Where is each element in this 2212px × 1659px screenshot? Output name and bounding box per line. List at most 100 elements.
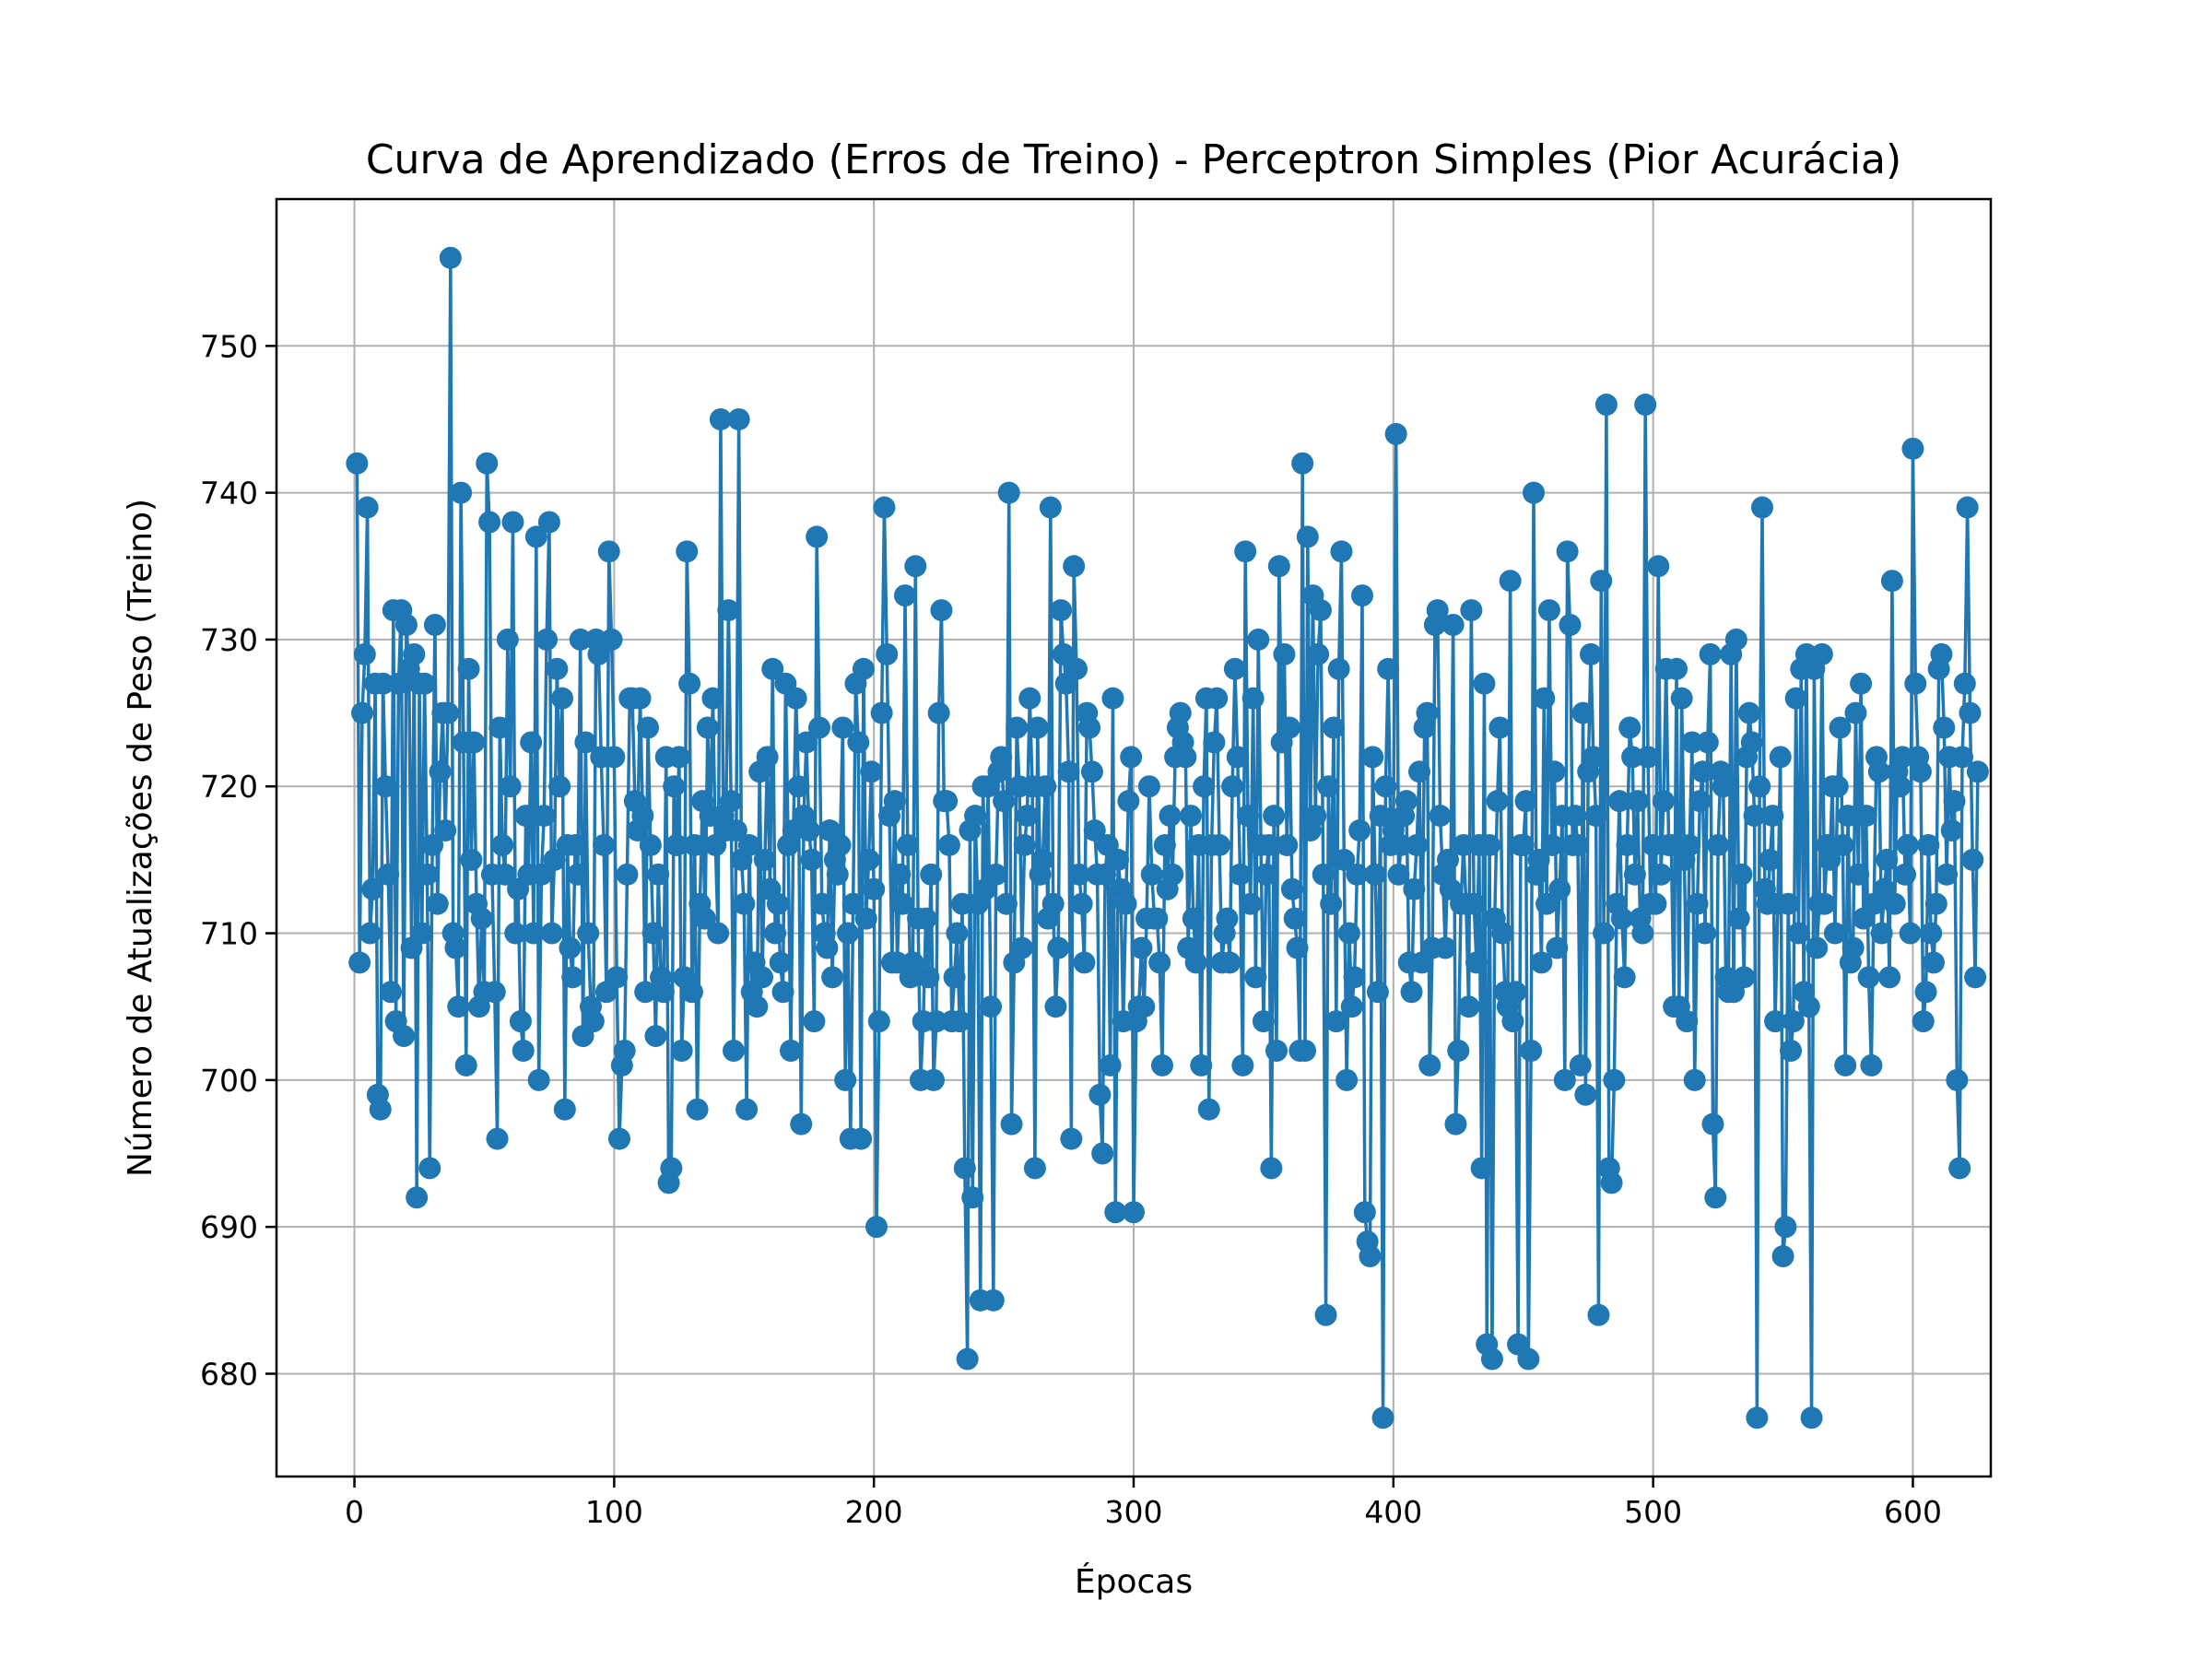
data-point	[1203, 731, 1226, 754]
data-point	[733, 892, 756, 915]
data-point	[553, 1098, 576, 1121]
data-point	[1013, 833, 1036, 856]
data-point	[1377, 657, 1400, 680]
data-point	[727, 407, 750, 430]
data-point	[883, 790, 906, 813]
x-tick-label: 0	[345, 1494, 364, 1530]
data-point	[1244, 966, 1267, 989]
data-point	[520, 731, 543, 754]
data-point	[1959, 701, 1982, 724]
data-point	[1556, 540, 1579, 563]
data-point	[597, 540, 620, 563]
data-point	[1777, 892, 1800, 915]
data-point	[1257, 833, 1280, 856]
data-point	[756, 746, 779, 769]
data-point	[1234, 540, 1257, 563]
data-point	[1860, 1053, 1883, 1077]
data-point	[769, 951, 792, 974]
data-point	[1437, 848, 1459, 871]
data-point	[1613, 966, 1636, 989]
data-point	[1441, 614, 1465, 636]
data-point	[982, 1288, 1005, 1312]
data-point	[1951, 746, 1973, 769]
data-point	[1737, 701, 1760, 724]
data-point	[566, 863, 589, 886]
data-point	[1867, 760, 1890, 783]
data-point	[450, 481, 473, 504]
data-point	[629, 687, 652, 710]
data-point	[1621, 746, 1644, 769]
data-point	[1948, 1157, 1971, 1180]
data-point	[641, 922, 665, 945]
data-point	[1094, 863, 1116, 886]
data-point	[1457, 995, 1480, 1018]
data-point	[1769, 746, 1792, 769]
data-point	[1566, 833, 1589, 856]
data-point	[1023, 1157, 1046, 1180]
data-point	[380, 981, 402, 1004]
data-point	[1608, 790, 1630, 813]
data-point	[1039, 496, 1062, 519]
data-point	[1870, 922, 1893, 945]
data-point	[1047, 936, 1070, 959]
data-point	[447, 995, 470, 1018]
data-point	[1880, 570, 1903, 593]
data-point	[1130, 936, 1153, 959]
data-point	[1309, 599, 1332, 622]
y-tick-label: 700	[200, 1063, 258, 1099]
data-point	[1826, 775, 1849, 798]
data-point	[1569, 1053, 1592, 1077]
data-point	[1364, 863, 1387, 886]
data-point	[676, 540, 699, 563]
data-point	[1161, 863, 1184, 886]
data-point	[993, 790, 1016, 813]
data-point	[1473, 672, 1496, 695]
data-point	[888, 863, 912, 886]
data-point	[1936, 863, 1959, 886]
data-point	[663, 775, 686, 798]
data-point	[1263, 805, 1286, 828]
data-point	[1470, 1157, 1493, 1180]
data-point	[1206, 687, 1229, 710]
data-point	[1616, 833, 1639, 856]
data-point	[1429, 805, 1452, 828]
data-point	[780, 1040, 802, 1062]
data-point	[852, 657, 875, 680]
data-point	[608, 1127, 630, 1150]
y-tick-label: 730	[200, 622, 258, 658]
data-point	[1878, 966, 1901, 989]
data-point	[1688, 790, 1712, 813]
data-point	[1530, 951, 1553, 974]
data-point	[660, 1157, 683, 1180]
data-point	[1797, 995, 1820, 1018]
data-point	[1267, 555, 1290, 578]
data-point	[1327, 657, 1350, 680]
data-point	[808, 716, 830, 739]
data-point	[829, 833, 852, 856]
data-point	[1748, 775, 1771, 798]
x-tick-label: 500	[1624, 1494, 1682, 1530]
data-point	[1590, 570, 1613, 593]
y-tick-label: 740	[200, 476, 258, 512]
data-point	[837, 922, 859, 945]
data-point	[665, 833, 688, 856]
data-point	[720, 790, 743, 813]
data-point	[1060, 1127, 1083, 1150]
data-point	[1650, 863, 1673, 886]
data-point	[1237, 805, 1259, 828]
data-point	[348, 951, 371, 974]
data-point	[1133, 995, 1156, 1018]
data-point	[1712, 775, 1735, 798]
data-point	[1520, 1040, 1543, 1062]
chart-title: Curva de Aprendizado (Erros de Treino) -…	[366, 136, 1901, 183]
data-point	[1335, 1068, 1359, 1091]
data-point	[353, 642, 376, 665]
data-point	[946, 922, 969, 945]
data-point	[1359, 1245, 1382, 1268]
data-point	[1041, 892, 1065, 915]
data-point	[1050, 599, 1073, 622]
data-point	[1000, 1112, 1023, 1135]
data-point	[1733, 966, 1756, 989]
data-point	[696, 716, 719, 739]
data-point	[1920, 922, 1943, 945]
